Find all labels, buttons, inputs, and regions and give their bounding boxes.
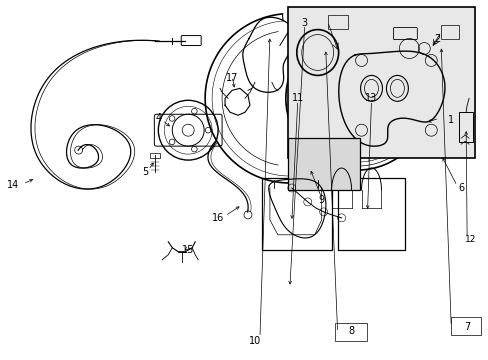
- Bar: [458, 112, 472, 142]
- Text: 17: 17: [225, 73, 238, 84]
- Circle shape: [353, 94, 361, 102]
- Bar: [450, 318, 480, 336]
- Text: 8: 8: [348, 327, 354, 336]
- Text: 7: 7: [463, 323, 469, 332]
- Text: 3: 3: [301, 18, 307, 28]
- Bar: [287, 138, 359, 190]
- Text: 13: 13: [365, 93, 377, 103]
- Bar: [440, 24, 458, 39]
- Text: 11: 11: [291, 93, 304, 103]
- Text: 12: 12: [465, 235, 476, 244]
- Text: 10: 10: [248, 336, 261, 346]
- Bar: [337, 178, 405, 250]
- Text: 5: 5: [142, 167, 148, 177]
- Text: 2: 2: [433, 33, 440, 44]
- Bar: [334, 323, 366, 341]
- Bar: [287, 7, 474, 158]
- Bar: [262, 178, 331, 250]
- Text: 16: 16: [211, 213, 224, 223]
- Text: 15: 15: [182, 245, 194, 255]
- Text: 1: 1: [447, 115, 453, 125]
- Bar: [327, 15, 347, 28]
- Text: 4: 4: [155, 113, 161, 123]
- Text: 6: 6: [457, 183, 463, 193]
- Text: 9: 9: [318, 195, 324, 205]
- Text: 14: 14: [7, 180, 19, 190]
- Bar: [150, 153, 160, 158]
